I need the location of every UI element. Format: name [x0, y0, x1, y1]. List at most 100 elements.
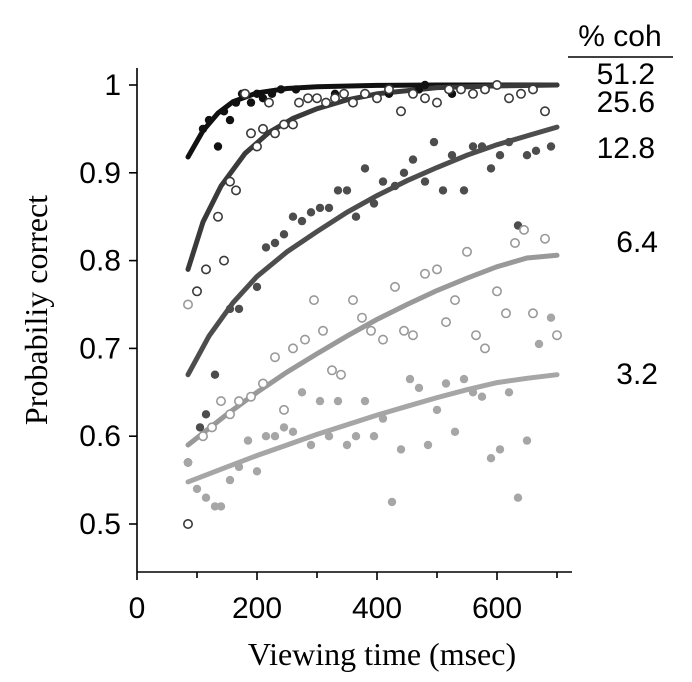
data-point-25.6	[269, 128, 280, 139]
data-point-25.6	[278, 119, 289, 130]
data-point-12.8	[270, 238, 280, 248]
legend-label-25.6: 25.6	[597, 86, 655, 119]
data-point-12.8	[378, 177, 388, 186]
data-point-25.6	[419, 93, 430, 104]
data-point-6.4	[317, 325, 328, 336]
data-point-6.4	[431, 264, 442, 275]
data-point-12.8	[369, 199, 379, 208]
legend-title: % coh	[578, 20, 661, 53]
data-point-12.8	[429, 137, 439, 147]
data-point-12.8	[210, 370, 220, 379]
data-point-6.4	[183, 299, 194, 310]
data-point-25.6	[338, 88, 349, 99]
data-point-3.2	[270, 432, 280, 441]
data-point-25.6	[407, 88, 418, 99]
data-point-6.4	[356, 312, 367, 323]
data-point-25.6	[231, 185, 242, 196]
data-point-51.2	[291, 85, 301, 94]
data-point-3.2	[183, 458, 193, 467]
data-point-3.2	[288, 427, 298, 436]
data-point-6.4	[440, 317, 451, 328]
data-point-12.8	[459, 186, 469, 195]
x-axis-title: Viewing time (msec)	[248, 636, 516, 672]
data-point-6.4	[500, 308, 511, 319]
data-point-12.8	[468, 142, 478, 151]
data-point-25.6	[320, 97, 331, 108]
data-point-3.2	[546, 313, 556, 322]
data-point-51.2	[420, 80, 430, 90]
data-point-25.6	[359, 88, 370, 99]
data-point-25.6	[213, 211, 224, 222]
data-point-6.4	[479, 343, 490, 354]
data-point-3.2	[534, 339, 544, 349]
data-point-25.6	[329, 93, 340, 104]
x-tick-label: 600	[472, 592, 522, 625]
data-point-25.6	[371, 93, 382, 104]
data-point-6.4	[225, 409, 236, 420]
data-point-6.4	[234, 396, 245, 407]
fit-curve-25.6	[185, 82, 560, 272]
data-point-51.2	[246, 98, 256, 107]
data-point-3.2	[201, 493, 211, 502]
data-point-6.4	[207, 422, 218, 433]
data-point-25.6	[219, 255, 230, 266]
y-tick-label: 1	[104, 69, 121, 102]
data-point-25.6	[515, 88, 526, 99]
data-point-51.2	[231, 98, 241, 107]
data-point-12.8	[306, 208, 316, 217]
data-point-12.8	[252, 282, 262, 292]
y-tick-label: 0.7	[79, 332, 121, 365]
data-point-3.2	[513, 493, 523, 502]
data-points	[183, 80, 562, 529]
data-point-3.2	[378, 414, 388, 423]
data-point-51.2	[267, 89, 277, 99]
data-point-3.2	[216, 502, 226, 511]
data-point-12.8	[297, 216, 307, 226]
data-point-12.8	[390, 181, 400, 191]
data-point-3.2	[504, 388, 514, 397]
data-point-12.8	[420, 177, 430, 186]
fit-curves	[185, 82, 560, 485]
data-point-12.8	[324, 203, 334, 213]
data-point-6.4	[278, 404, 289, 415]
x-tick-label: 0	[129, 592, 146, 625]
data-point-3.2	[324, 432, 334, 441]
data-point-12.8	[504, 137, 514, 147]
data-point-3.2	[495, 445, 505, 454]
fit-curve-12.8	[185, 124, 560, 378]
data-point-25.6	[479, 84, 490, 95]
data-point-25.6	[201, 264, 212, 275]
data-point-12.8	[351, 212, 361, 221]
data-point-6.4	[365, 325, 376, 336]
data-point-25.6	[491, 80, 502, 91]
data-point-6.4	[287, 343, 298, 354]
data-point-6.4	[246, 391, 257, 402]
data-point-25.6	[431, 97, 442, 108]
axes	[136, 68, 572, 573]
data-point-6.4	[299, 334, 310, 345]
data-point-6.4	[257, 378, 268, 389]
data-point-12.8	[333, 186, 343, 195]
data-point-3.2	[225, 475, 235, 485]
data-point-25.6	[183, 518, 194, 529]
data-point-3.2	[252, 467, 262, 476]
data-point-25.6	[240, 88, 251, 99]
data-point-12.8	[234, 304, 244, 314]
data-point-25.6	[395, 106, 406, 117]
data-point-12.8	[279, 230, 289, 239]
data-point-6.4	[491, 286, 502, 297]
data-point-6.4	[377, 334, 388, 345]
data-point-25.6	[311, 93, 322, 104]
legend-label-12.8: 12.8	[597, 132, 655, 165]
data-point-12.8	[288, 212, 298, 221]
y-tick-label: 0.6	[79, 420, 121, 453]
data-point-12.8	[399, 168, 409, 177]
data-point-3.2	[192, 484, 202, 494]
data-point-25.6	[503, 93, 514, 104]
data-point-3.2	[441, 379, 451, 388]
x-tick-label: 200	[232, 592, 282, 625]
data-point-6.4	[398, 325, 409, 336]
data-point-3.2	[342, 440, 352, 450]
data-point-51.2	[198, 124, 208, 134]
data-point-3.2	[396, 445, 406, 454]
